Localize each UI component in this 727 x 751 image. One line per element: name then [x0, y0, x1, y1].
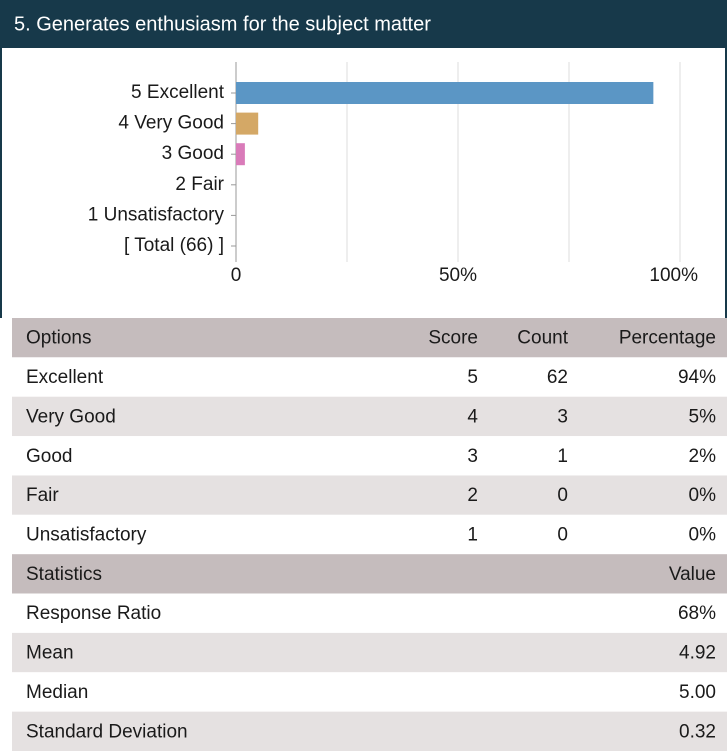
cell: Response Ratio — [26, 603, 161, 624]
header-bar — [0, 0, 727, 48]
column-header: Count — [517, 328, 568, 349]
y-tick-label: 5 Excellent — [131, 82, 225, 103]
cell: Excellent — [26, 367, 104, 388]
cell: Median — [26, 682, 88, 703]
cell: 1 — [467, 525, 478, 546]
cell: 68% — [678, 603, 716, 624]
cell: 0 — [557, 525, 568, 546]
y-tick-label: 3 Good — [162, 143, 224, 164]
cell: 0% — [689, 485, 717, 506]
cell: Very Good — [26, 406, 116, 427]
cell: 4.92 — [679, 643, 716, 664]
bar — [236, 82, 654, 104]
bar — [236, 112, 259, 135]
bar — [236, 143, 245, 166]
table-row — [12, 436, 727, 476]
cell: 2% — [689, 446, 717, 467]
cell: 0 — [557, 485, 568, 506]
y-tick-label: 1 Unsatisfactory — [88, 204, 225, 225]
table-row — [12, 475, 727, 515]
column-header: Score — [428, 328, 478, 349]
table-row — [12, 711, 727, 751]
cell: 1 — [557, 446, 568, 467]
table-row — [12, 357, 727, 397]
column-header: Value — [669, 564, 716, 585]
x-tick-label: 0 — [231, 265, 242, 286]
cell: 5.00 — [679, 682, 716, 703]
cell: Standard Deviation — [26, 721, 188, 742]
cell: Fair — [26, 485, 59, 506]
table-row — [12, 396, 727, 437]
column-header: Statistics — [26, 564, 102, 585]
border-right — [725, 48, 727, 318]
table-row — [12, 514, 727, 555]
cell: Good — [26, 446, 72, 467]
y-tick-label: [ Total (66) ] — [124, 235, 224, 256]
cell: 0% — [689, 525, 717, 546]
table-header — [12, 318, 727, 358]
table-row — [12, 593, 727, 633]
cell: 3 — [557, 406, 568, 427]
chart-title: 5. Generates enthusiasm for the subject … — [14, 13, 431, 35]
table-header — [12, 554, 727, 594]
table-row — [12, 672, 727, 712]
cell: 5 — [467, 367, 478, 388]
table-row — [12, 632, 727, 673]
cell: 2 — [467, 485, 478, 506]
x-tick-label: 50% — [439, 265, 477, 286]
cell: Mean — [26, 643, 74, 664]
cell: 4 — [467, 406, 478, 427]
cell: 0.32 — [679, 721, 716, 742]
column-header: Options — [26, 328, 91, 349]
cell: 3 — [467, 446, 478, 467]
cell: Unsatisfactory — [26, 525, 147, 546]
cell: 5% — [689, 406, 717, 427]
column-header: Percentage — [619, 328, 716, 349]
y-tick-label: 2 Fair — [175, 174, 224, 195]
y-tick-label: 4 Very Good — [118, 113, 224, 134]
x-tick-label: 100% — [649, 265, 698, 286]
cell: 94% — [678, 367, 716, 388]
border-left — [0, 48, 2, 318]
cell: 62 — [547, 367, 568, 388]
